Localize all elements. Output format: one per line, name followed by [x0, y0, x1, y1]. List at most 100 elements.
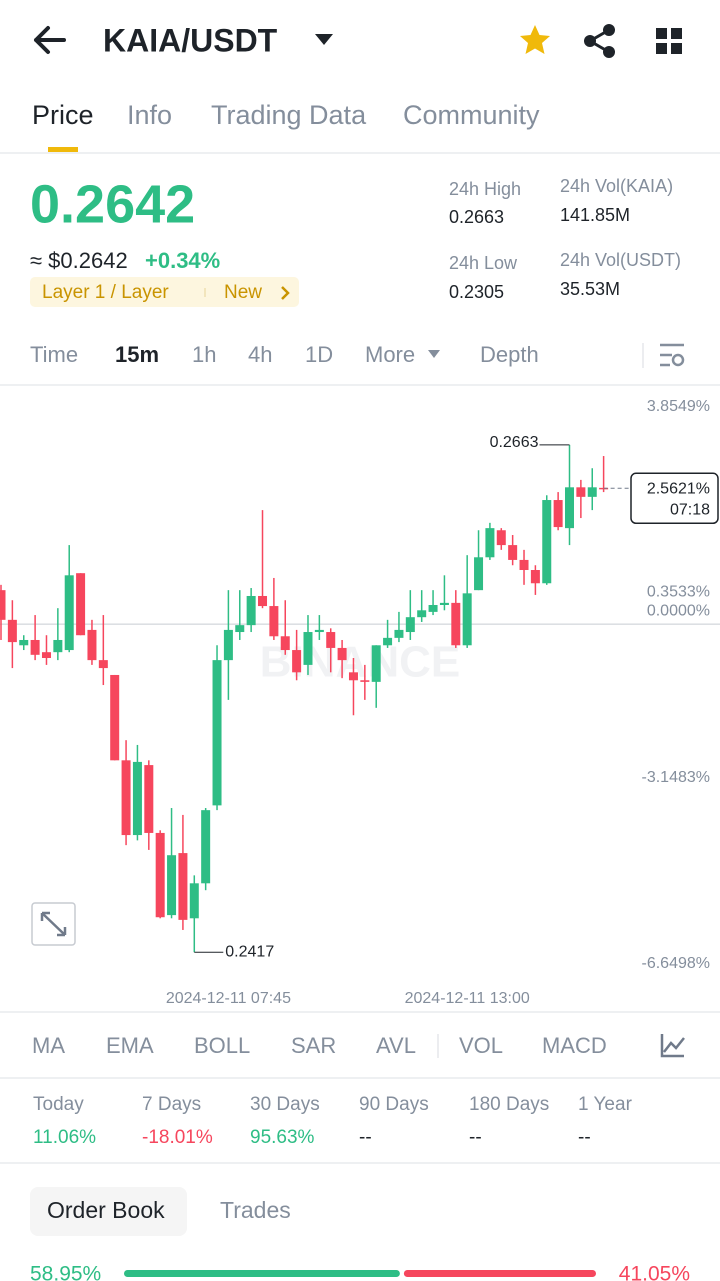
candle-body	[348, 672, 358, 681]
sell-bar	[403, 1270, 596, 1277]
candle-body	[394, 629, 404, 638]
indicator[interactable]: SAR	[291, 1033, 336, 1058]
candle-body	[303, 632, 313, 665]
buy-sell-ratio: 58.95% 41.05%	[30, 1263, 690, 1281]
candle-body	[508, 545, 518, 560]
candle-body	[269, 606, 279, 637]
approx-price: ≈ $0.2642	[30, 248, 128, 273]
candle-body	[98, 660, 108, 669]
period-label: Today	[33, 1094, 84, 1115]
timeframe[interactable]: More	[365, 342, 415, 367]
y-tick-label: -3.1483%	[642, 769, 711, 786]
candle-body	[428, 604, 438, 612]
book-tab[interactable]: Trades	[220, 1197, 291, 1223]
indicator[interactable]: BOLL	[194, 1033, 250, 1058]
tab[interactable]: Trading Data	[211, 100, 367, 130]
period-label: 180 Days	[469, 1094, 549, 1115]
candle-body	[383, 637, 393, 646]
indicator[interactable]: EMA	[106, 1033, 154, 1058]
stat-value: 0.2663	[449, 207, 504, 227]
period-label: 30 Days	[250, 1094, 320, 1115]
candle-body	[76, 573, 86, 636]
candlestick-chart: BINANCE 3.8549% 0.3533%0.0000% -3.1483% -6.…	[0, 398, 720, 1007]
pair-title[interactable]: KAIA/USDT	[103, 22, 278, 58]
candle-body	[337, 647, 347, 661]
timeframe[interactable]: 4h	[248, 342, 272, 367]
stat-value: 0.2305	[449, 282, 504, 302]
tag[interactable]: Layer 1 / Layer	[42, 282, 169, 303]
timeframe[interactable]: 1D	[305, 342, 333, 367]
tab-pill[interactable]	[30, 1187, 187, 1236]
candle-body	[64, 575, 74, 651]
candle-body	[258, 595, 268, 607]
period-value: 11.06%	[33, 1127, 96, 1148]
period-label: 1 Year	[578, 1094, 633, 1115]
candle-body	[7, 619, 17, 643]
period-label: 7 Days	[142, 1094, 201, 1115]
candle-body	[235, 625, 245, 633]
pair-dropdown[interactable]	[315, 34, 333, 45]
candle-body	[417, 610, 427, 618]
buy-ratio: 58.95%	[30, 1263, 101, 1281]
candle-body	[462, 593, 472, 646]
grid-menu[interactable]	[656, 28, 682, 54]
chevron	[281, 286, 290, 300]
candle-body	[326, 632, 336, 648]
candle-body	[132, 761, 142, 836]
y-tick-label: 0.0000%	[647, 602, 710, 619]
y-tick-label: 3.8549%	[647, 398, 710, 415]
candle-body	[292, 650, 302, 673]
book-tab[interactable]: Order Book	[47, 1197, 165, 1223]
price-change: +0.34%	[145, 248, 220, 273]
more-dropdown[interactable]	[428, 350, 440, 358]
candle-body	[451, 602, 461, 646]
period-value: --	[578, 1127, 591, 1148]
candle-body	[246, 595, 256, 626]
tab[interactable]: Price	[32, 100, 94, 130]
indicator-settings[interactable]	[660, 1034, 685, 1058]
candle-body	[0, 590, 6, 620]
candle-body	[474, 557, 484, 591]
indicator[interactable]: MA	[32, 1033, 65, 1058]
tab[interactable]: Info	[127, 100, 172, 130]
stat-label: 24h High	[449, 179, 521, 199]
indicator[interactable]: AVL	[376, 1033, 416, 1058]
candle-body	[587, 487, 597, 497]
timeframe[interactable]: Depth	[480, 342, 539, 367]
countdown: 07:18	[670, 501, 710, 518]
candle-body	[87, 629, 97, 661]
share-button[interactable]	[584, 24, 615, 58]
tag-box[interactable]	[30, 277, 299, 307]
indicator[interactable]: VOL	[459, 1033, 503, 1058]
candle-body	[53, 639, 63, 653]
y-tick-label: -6.6498%	[642, 955, 711, 972]
x-tick-label: 2024-12-11 13:00	[405, 990, 530, 1007]
last-price: 0.2642	[30, 174, 195, 234]
timeframe[interactable]: Time	[30, 342, 78, 367]
period-value: 95.63%	[250, 1127, 315, 1148]
candle-body	[485, 528, 495, 558]
indicator[interactable]: MACD	[542, 1033, 607, 1058]
timeframe[interactable]: 1h	[192, 342, 216, 367]
expand-button[interactable]	[31, 902, 76, 946]
chart-settings[interactable]	[660, 343, 685, 367]
tab[interactable]: Community	[403, 100, 540, 130]
candle-body	[212, 660, 222, 806]
candle-body	[30, 639, 40, 655]
tag-badge[interactable]: New	[224, 282, 262, 303]
candle-body	[565, 487, 574, 529]
stat-label: 24h Vol(KAIA)	[560, 176, 673, 196]
buy-bar	[124, 1270, 400, 1277]
favorite-star[interactable]	[520, 25, 550, 54]
candle-body	[439, 602, 449, 605]
candle-body	[201, 810, 211, 884]
candle-body	[41, 652, 51, 659]
period-label: 90 Days	[359, 1094, 429, 1115]
candle-body	[530, 570, 540, 584]
candle-body	[405, 617, 415, 633]
candle-body	[19, 639, 29, 646]
candle-body	[314, 629, 324, 633]
timeframe[interactable]: 15m	[115, 342, 159, 367]
back-button[interactable]	[34, 26, 66, 54]
low-label: 0.2417	[225, 943, 274, 960]
